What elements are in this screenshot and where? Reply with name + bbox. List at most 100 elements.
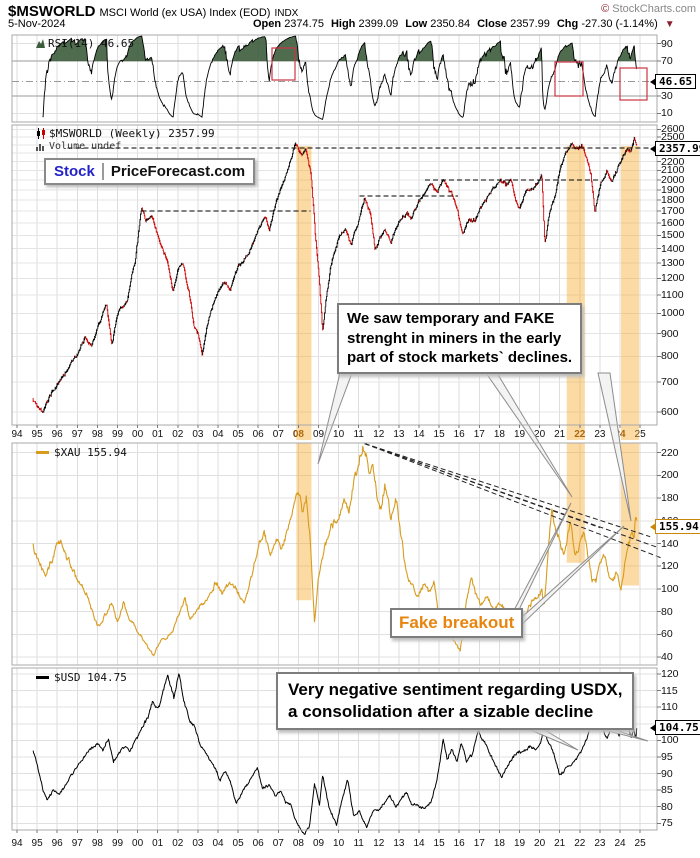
x-tick-label: 20 (534, 838, 546, 849)
x-tick-label: 06 (252, 429, 264, 440)
x-tick-label: 09 (312, 838, 325, 849)
chg-value: -27.30 (-1.14%) (581, 18, 658, 30)
x-tick-label: 03 (192, 429, 204, 440)
y-tick-label: 1100 (661, 289, 684, 302)
x-tick-label: 16 (453, 838, 465, 849)
y-tick-label: 600 (661, 405, 679, 418)
note-to-xau-2008 (317, 372, 353, 465)
x-tick-label: 00 (132, 838, 144, 849)
x-tick-label: 01 (152, 838, 164, 849)
y-tick-label: 110 (661, 701, 678, 714)
xau-value-box: 155.94 (650, 519, 700, 534)
x-tick-label: 99 (111, 429, 124, 440)
x-tick-label: 15 (433, 429, 445, 440)
annotation-main-note: We saw temporary and FAKE strenght in mi… (337, 303, 583, 374)
y-tick-label: 30 (661, 89, 673, 102)
y-tick-label: 900 (661, 327, 679, 340)
down-arrow-icon: ▼ (664, 19, 675, 30)
header-line1: $MSWORLD MSCI World (ex USA) Index (EOD) I… (8, 3, 696, 20)
x-tick-label: 97 (71, 838, 83, 849)
x-tick-label: 09 (312, 429, 325, 440)
x-tick-label: 02 (172, 429, 184, 440)
y-tick-label: 1600 (661, 216, 685, 229)
y-tick-label: 75 (661, 817, 673, 830)
x-tick-label: 25 (634, 838, 646, 849)
x-tick-label: 10 (333, 429, 345, 440)
exchange: INDX (274, 8, 299, 19)
y-tick-label: 2100 (661, 164, 685, 177)
copyright-icon: © (601, 3, 610, 15)
x-tick-label: 05 (232, 429, 244, 440)
y-tick-label: 700 (661, 376, 679, 389)
y-tick-label: 140 (661, 537, 679, 550)
xau-legend: $XAU 155.94 (36, 446, 127, 459)
msworld-value-box: 2357.99 (649, 141, 700, 156)
y-tick-label: 100 (661, 734, 679, 747)
x-tick-label: 06 (252, 838, 264, 849)
note-to-xau-2024 (597, 372, 632, 522)
x-tick-label: 13 (393, 838, 405, 849)
x-tick-label: 94 (11, 429, 23, 440)
x-tick-label: 10 (333, 838, 345, 849)
x-tick-label: 17 (473, 429, 485, 440)
x-tick-label: 12 (373, 838, 385, 849)
y-tick-label: 10 (661, 107, 673, 120)
volume-bars-icon (36, 143, 44, 151)
open-value: 2374.75 (284, 18, 324, 30)
x-tick-label: 03 (192, 838, 204, 849)
y-tick-label: 80 (661, 800, 673, 813)
x-tick-label: 96 (51, 838, 63, 849)
x-tick-label: 14 (413, 429, 425, 440)
x-tick-label: 14 (413, 838, 425, 849)
x-tick-label: 07 (272, 429, 284, 440)
x-tick-label: 97 (71, 429, 83, 440)
x-tick-label: 18 (493, 838, 505, 849)
usd-line-icon (36, 676, 49, 679)
x-tick-label: 05 (232, 838, 244, 849)
candlestick-icon (37, 128, 45, 139)
x-tick-label: 11 (353, 429, 364, 440)
y-tick-label: 100 (661, 582, 679, 595)
usd-legend: $USD 104.75 (36, 671, 127, 684)
y-tick-label: 200 (661, 469, 679, 482)
y-tick-label: 2200 (661, 155, 685, 168)
symbol: $MSWORLD (8, 3, 96, 20)
volume-label: Volume undef (36, 141, 121, 152)
y-tick-label: 120 (661, 560, 679, 573)
x-tick-label: 24 (614, 429, 626, 440)
x-tick-label: 98 (91, 429, 103, 440)
x-tick-label: 24 (614, 838, 626, 849)
low-value: 2350.84 (430, 18, 471, 30)
x-tick-label: 21 (554, 838, 566, 849)
x-tick-label: 95 (31, 429, 43, 440)
x-tick-label: 01 (152, 429, 164, 440)
rsi-value-box: 46.65 (649, 74, 697, 89)
x-tick-label: 95 (31, 838, 43, 849)
x-tick-label: 13 (393, 429, 405, 440)
x-tick-label: 98 (91, 838, 103, 849)
y-tick-label: 60 (661, 628, 673, 641)
x-tick-label: 23 (594, 429, 606, 440)
index-name: MSCI World (ex USA) Index (EOD) (99, 7, 271, 19)
y-tick-label: 90 (661, 767, 673, 780)
annotation-usd-note: Very negative sentiment regarding USDX, … (276, 672, 635, 730)
stockpriceforecast-logo: Stock PriceForecast.com (44, 158, 256, 185)
x-tick-label: 15 (433, 838, 445, 849)
y-tick-label: 2000 (661, 173, 685, 186)
x-tick-label: 25 (634, 429, 646, 440)
indicator-icon (36, 39, 45, 48)
x-tick-label: 08 (292, 429, 304, 440)
close-value: 2357.99 (510, 18, 550, 30)
y-tick-label: 90 (661, 37, 673, 50)
x-tick-label: 04 (212, 838, 224, 849)
annotation-fake-breakout: Fake breakout (390, 608, 524, 639)
x-tick-label: 96 (51, 429, 63, 440)
y-tick-label: 1400 (661, 242, 685, 255)
x-tick-label: 18 (493, 429, 505, 440)
y-tick-label: 1300 (661, 256, 685, 269)
y-tick-label: 120 (661, 668, 679, 680)
ohlc-quote: Open 2374.75 High 2399.09 Low 2350.84 Close… (253, 18, 675, 30)
x-tick-label: 22 (574, 838, 586, 849)
y-tick-label: 220 (661, 446, 679, 459)
